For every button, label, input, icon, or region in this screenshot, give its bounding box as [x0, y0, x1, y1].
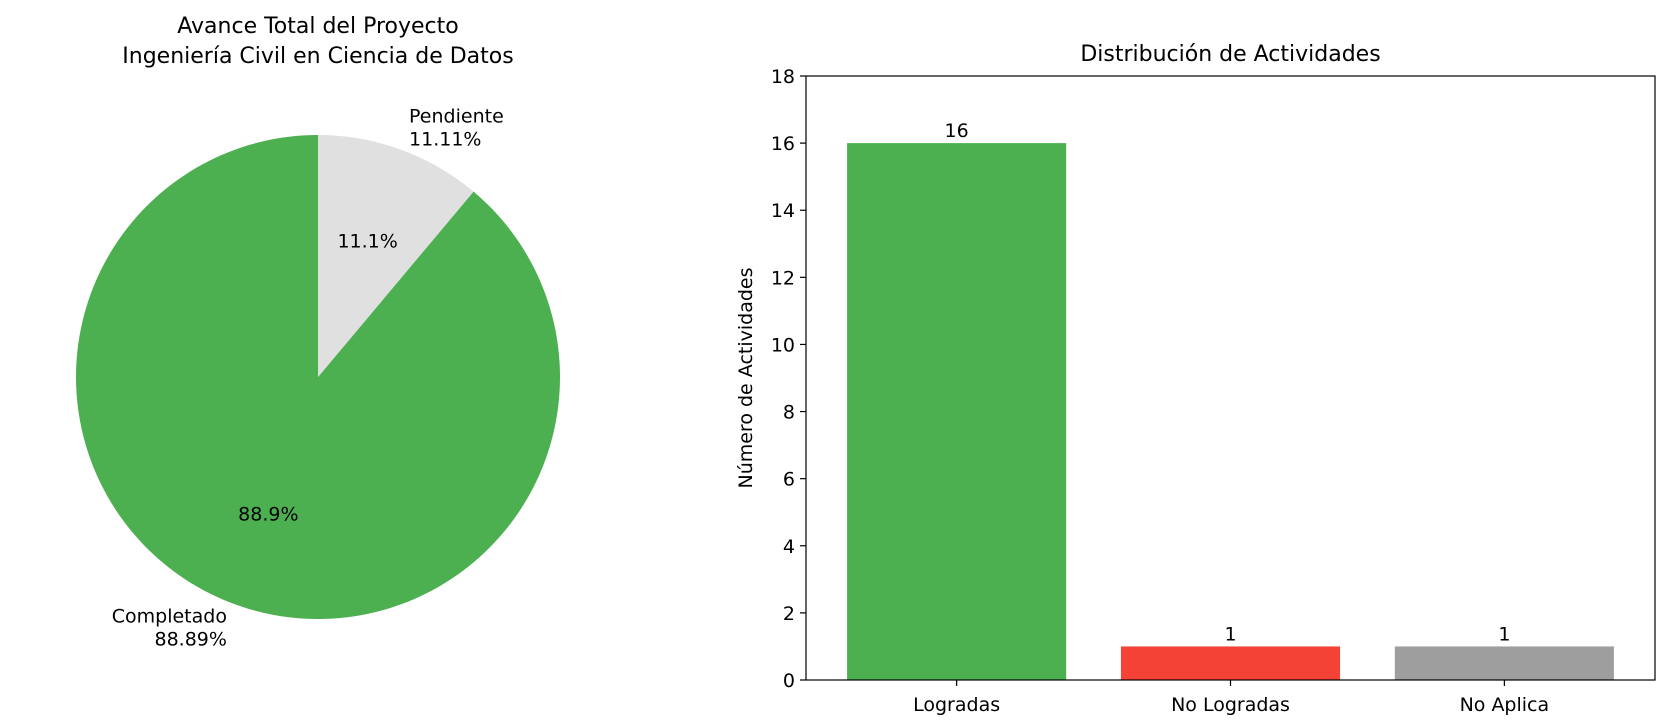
y-tick-label: 16 [771, 133, 795, 155]
y-tick-label: 6 [783, 469, 795, 491]
pie-label-pendiente: Pendiente 11.11% [409, 105, 504, 150]
y-tick-label: 10 [771, 334, 795, 356]
x-tick-label: No Aplica [1460, 694, 1550, 716]
y-tick-label: 12 [771, 267, 795, 289]
bar-value-label: 16 [945, 120, 969, 142]
pie-labels: 88.9% Completado 88.89% 11.1% Pendiente 11.11… [112, 105, 504, 650]
y-tick-label: 2 [783, 603, 795, 625]
y-tick-label: 8 [783, 402, 795, 424]
bar-no-aplica [1394, 646, 1614, 680]
pie-label-completado: Completado 88.89% [112, 606, 227, 651]
x-tick-label: No Logradas [1171, 694, 1290, 716]
pie-slices [76, 135, 560, 619]
bar-value-label: 1 [1498, 623, 1510, 645]
bar-series: 161 1 [847, 120, 1614, 681]
pie-slice-completado [76, 135, 560, 619]
y-tick-label: 18 [771, 66, 795, 88]
bar-logradas [847, 143, 1067, 681]
pie-chart-title: Avance Total del Proyecto Ingeniería Civi… [122, 14, 513, 69]
pie-pct-label-pendiente: 11.1% [337, 231, 397, 253]
pie-chart: Avance Total del Proyecto Ingeniería Civi… [76, 14, 560, 651]
y-axis: 0 2 4 6 8 10 12 14 16 18 [771, 66, 806, 692]
bar-chart-title: Distribución de Actividades [1080, 42, 1380, 67]
x-tick-label: Logradas [913, 694, 1000, 716]
y-tick-label: 0 [783, 670, 795, 692]
x-axis: Logradas No Logradas No Aplica [913, 680, 1549, 716]
y-tick-label: 4 [783, 536, 795, 558]
y-axis-label: Número de Actividades [735, 267, 757, 488]
bar-chart: Distribución de Actividades 161 1 0246810… [735, 42, 1656, 716]
bar-value-label: 1 [1224, 623, 1236, 645]
pie-slice-pendiente [318, 135, 474, 377]
bar-no-logradas [1120, 646, 1341, 680]
y-tick-label: 14 [771, 200, 795, 222]
pie-pct-label-completado: 88.9% [238, 503, 298, 525]
